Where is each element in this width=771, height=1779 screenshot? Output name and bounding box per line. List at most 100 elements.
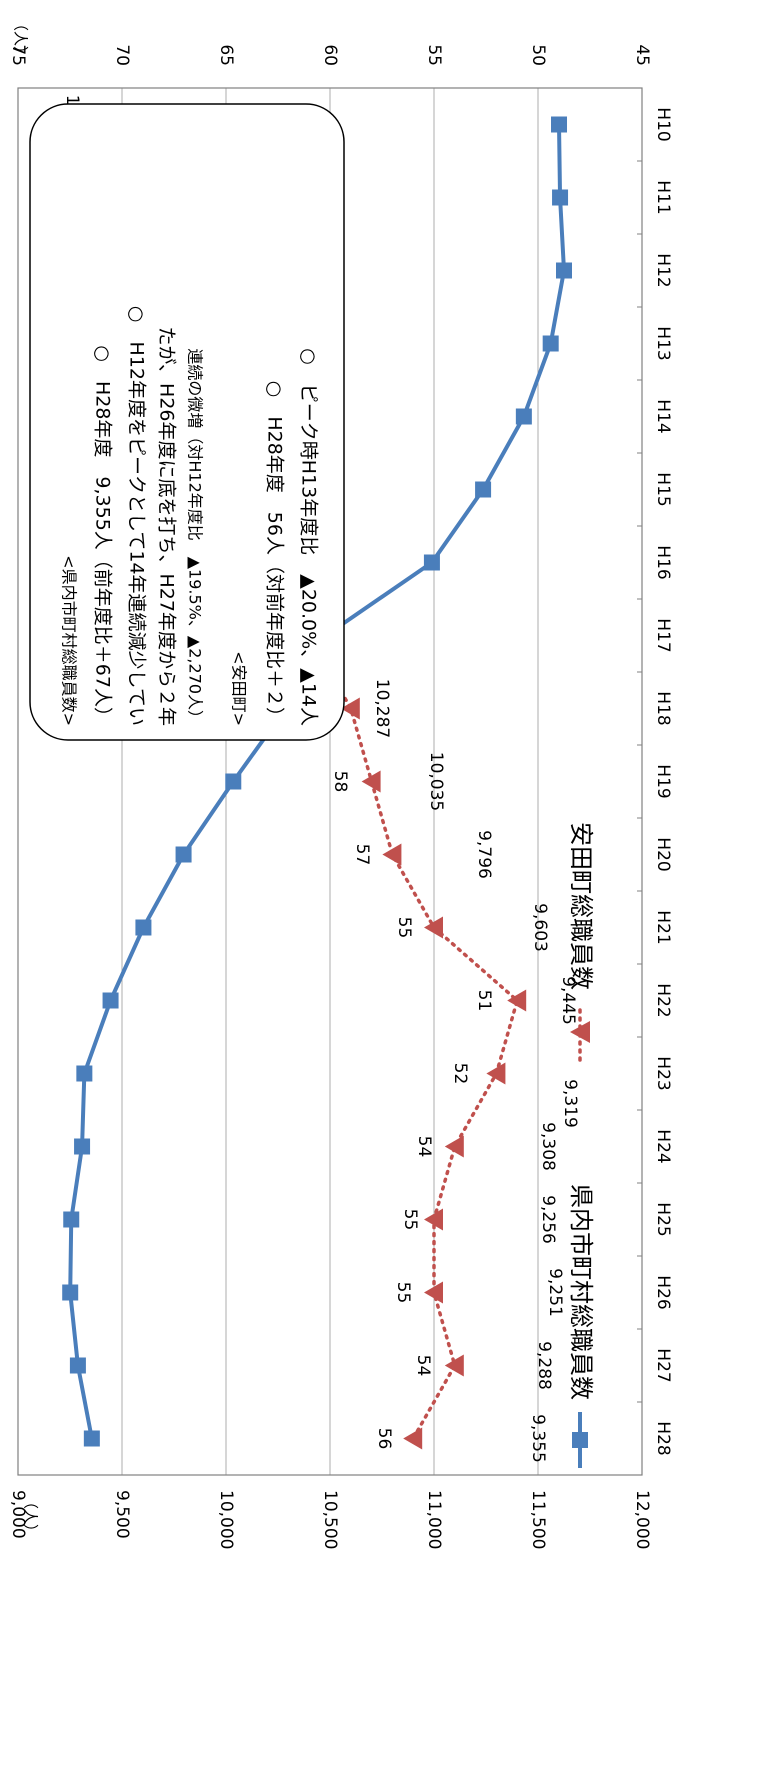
category-label: H12	[653, 253, 673, 287]
category-label: H11	[653, 180, 673, 214]
data-point-prefecture	[475, 481, 492, 498]
category-label: H25	[653, 1202, 673, 1236]
data-label-prefecture: 9,256	[538, 1195, 558, 1244]
primary-tick-label: 9,000	[8, 1490, 28, 1539]
data-point-yasuda	[361, 770, 381, 793]
primary-tick-label: 10,000	[216, 1490, 236, 1549]
data-label-prefecture: 9,445	[558, 976, 578, 1025]
plot-area-border	[17, 87, 643, 1476]
data-label-prefecture: 9,355	[528, 1414, 548, 1463]
data-label-prefecture: 9,251	[545, 1268, 565, 1317]
category-label: H13	[653, 326, 673, 360]
primary-tick-label: 11,000	[424, 1490, 444, 1549]
data-point-yasuda	[444, 1135, 464, 1158]
annotation-line: ○ H12年度をピークとして14年連続減少してい	[126, 306, 148, 726]
category-label: H24	[653, 1129, 673, 1163]
data-label-yasuda: 52	[450, 1063, 470, 1085]
secondary-axis: 45 50 55 60 65 70 75（人）	[8, 16, 652, 66]
category-label: H19	[653, 764, 673, 798]
data-label-yasuda: 58	[330, 771, 350, 793]
data-label-prefecture: 9,603	[530, 903, 550, 952]
primary-axis-unit: （人）	[22, 1494, 40, 1539]
primary-axis: 9,000 9,500 10,000 10,500 11,000 11,500 12,000…	[8, 1490, 652, 1549]
data-point-prefecture	[552, 189, 569, 206]
category-axis: H10 H11 H12 H13 H14 H15 H16 H17 H18 H19 H20 H21 H22 H…	[653, 107, 673, 1455]
data-point-prefecture	[135, 919, 152, 936]
data-label-prefecture: 9,319	[560, 1079, 580, 1128]
data-point-prefecture	[225, 773, 242, 790]
secondary-tick-label: 65	[216, 44, 236, 66]
data-point-yasuda	[424, 1208, 443, 1231]
primary-tick-label: 11,500	[528, 1490, 548, 1549]
annotation-line: ○ ピーク時H13年度比 ▲20.0%、▲14人	[298, 348, 320, 726]
primary-tick-label: 12,000	[632, 1490, 652, 1549]
annotation-border	[29, 103, 345, 741]
category-label: H21	[653, 910, 673, 944]
data-label-yasuda: 55	[400, 1209, 420, 1231]
legend-label-yasuda: 安田町総職員数	[567, 822, 595, 990]
legend-marker-prefecture	[572, 1432, 588, 1448]
data-point-yasuda	[382, 843, 402, 866]
data-point-yasuda	[444, 1354, 464, 1377]
data-label-yasuda: 54	[414, 1136, 434, 1158]
secondary-axis-unit: （人）	[12, 16, 30, 61]
data-label-yasuda: 55	[393, 1282, 413, 1304]
data-point-yasuda	[486, 1062, 506, 1085]
data-label-prefecture: 9,288	[534, 1341, 554, 1390]
category-label: H15	[653, 472, 673, 506]
category-label: H28	[653, 1421, 673, 1455]
data-point-prefecture	[69, 1357, 86, 1374]
annotation-line: <安田町>	[230, 651, 249, 726]
category-label: H18	[653, 691, 673, 725]
legend-label-prefecture: 県内市町村総職員数	[567, 1184, 595, 1400]
category-label: H10	[653, 107, 673, 141]
annotation-line: たが、H26年度に底を打ち、H27年度から２年	[156, 307, 178, 726]
data-label-prefecture: 10,035	[426, 752, 446, 811]
secondary-tick-label: 70	[112, 44, 132, 66]
data-point-yasuda	[507, 989, 527, 1012]
annotation-line: ○ H28年度 56人（対前年度比＋２）	[264, 381, 286, 726]
data-point-yasuda	[340, 697, 360, 720]
secondary-tick-label: 45	[632, 44, 652, 66]
annotation-line: ○ H28年度 9,355人（前年度比＋67人）	[92, 345, 114, 726]
data-label-yasuda: 56	[374, 1428, 394, 1450]
data-label-prefecture: 10,287	[372, 679, 392, 738]
data-label-prefecture: 9,308	[538, 1122, 558, 1171]
primary-tick-label: 9,500	[112, 1490, 132, 1539]
data-point-prefecture	[551, 116, 568, 133]
annotation-line: <県内市町村総職員数>	[60, 555, 79, 726]
category-ticks	[637, 87, 642, 1476]
category-label: H14	[653, 399, 673, 433]
category-label: H17	[653, 618, 673, 652]
data-point-prefecture	[76, 1065, 93, 1082]
data-label-yasuda: 51	[474, 990, 494, 1012]
data-point-prefecture	[556, 262, 572, 279]
legend: 県内市町村総職員数 安田町総職員数	[567, 822, 595, 1468]
category-label: H22	[653, 983, 673, 1017]
secondary-tick-label: 75	[8, 44, 28, 66]
category-label: H23	[653, 1056, 673, 1090]
data-point-prefecture	[63, 1211, 80, 1228]
secondary-tick-label: 55	[424, 44, 444, 66]
data-label-yasuda: 54	[413, 1355, 433, 1377]
annotation-box: <県内市町村総職員数> ○ H28年度 9,355人（前年度比＋67人） ○ H12…	[29, 103, 345, 741]
secondary-tick-label: 50	[528, 44, 548, 66]
data-point-prefecture	[175, 846, 192, 863]
data-point-prefecture	[62, 1284, 79, 1301]
category-label: H20	[653, 837, 673, 871]
data-point-yasuda	[424, 1281, 443, 1304]
data-point-prefecture	[542, 335, 559, 352]
category-label: H26	[653, 1275, 673, 1309]
data-label-prefecture: 9,796	[474, 830, 494, 879]
data-label-yasuda: 57	[352, 844, 372, 866]
data-point-yasuda	[424, 916, 443, 939]
category-label: H16	[653, 545, 673, 579]
data-point-prefecture	[515, 408, 532, 425]
primary-tick-label: 10,500	[320, 1490, 340, 1549]
data-label-yasuda: 55	[394, 917, 414, 939]
secondary-tick-label: 60	[320, 44, 340, 66]
data-point-yasuda	[403, 1427, 423, 1450]
annotation-line: 連続の微増（対H12年度比 ▲19.5%、▲2,270人）	[186, 332, 205, 726]
